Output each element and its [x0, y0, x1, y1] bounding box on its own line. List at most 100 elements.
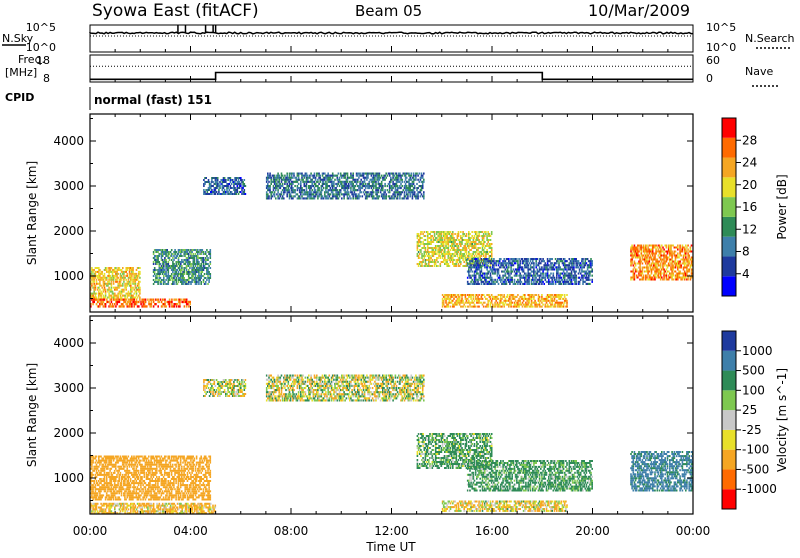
power-cell [459, 296, 461, 298]
power-cell [469, 253, 471, 255]
power-cell [661, 249, 663, 251]
power-cell [319, 181, 321, 183]
power-cell [189, 301, 191, 303]
power-cell [154, 271, 156, 273]
power-cell [197, 265, 199, 267]
power-cell [474, 300, 476, 302]
power-cell [127, 273, 129, 275]
power-cell [459, 259, 461, 261]
power-cell [634, 261, 636, 263]
power-cell [310, 187, 312, 189]
power-cell [347, 173, 349, 175]
power-cell [487, 306, 489, 308]
power-cell [181, 267, 183, 269]
power-cell [284, 191, 286, 193]
power-cell [527, 266, 529, 268]
power-cell [482, 231, 484, 233]
power-cell [491, 231, 493, 233]
power-cell [412, 195, 414, 197]
power-cell [446, 259, 448, 261]
power-cell [519, 302, 521, 304]
power-cell [453, 253, 455, 255]
power-cell [525, 302, 527, 304]
power-cell [230, 185, 232, 187]
power-cell [396, 183, 398, 185]
power-cell [346, 183, 348, 185]
power-cell [101, 273, 103, 275]
power-cell [477, 281, 479, 283]
power-cell [132, 295, 134, 297]
power-cell [205, 253, 207, 255]
power-cell [550, 264, 552, 266]
power-cell [191, 277, 193, 279]
power-cell [108, 301, 110, 303]
power-cell [131, 275, 133, 277]
power-cell [549, 302, 551, 304]
power-cell [169, 257, 171, 259]
power-cell [117, 295, 119, 297]
power-cell [347, 175, 349, 177]
power-cell [168, 255, 170, 257]
power-cell [210, 267, 212, 269]
power-cell [119, 267, 121, 269]
power-cell [210, 253, 212, 255]
power-cell [471, 271, 473, 273]
power-cell [222, 183, 224, 185]
power-cell [101, 271, 103, 273]
power-cell [494, 273, 496, 275]
power-cell [307, 175, 309, 177]
power-cell [456, 296, 458, 298]
power-cell [519, 260, 521, 262]
power-cell [646, 277, 648, 279]
power-cell [116, 281, 118, 283]
power-cell [378, 197, 380, 199]
power-cell [224, 189, 226, 191]
power-cell [445, 300, 447, 302]
power-cell [459, 239, 461, 241]
power-cell [174, 253, 176, 255]
power-cell [111, 299, 113, 301]
power-cell [646, 275, 648, 277]
power-cell [157, 251, 159, 253]
power-cell [443, 261, 445, 263]
power-cell [420, 249, 422, 251]
power-cell [490, 275, 492, 277]
power-cell [341, 183, 343, 185]
power-cell [403, 189, 405, 191]
power-cell [274, 193, 276, 195]
power-cell [317, 179, 319, 181]
power-cell [337, 177, 339, 179]
power-cell [463, 253, 465, 255]
power-cell [637, 253, 639, 255]
power-cell [503, 294, 505, 296]
power-cell [511, 277, 513, 279]
power-cell [547, 266, 549, 268]
power-cell [317, 185, 319, 187]
power-cell [157, 259, 159, 261]
power-cell [486, 264, 488, 266]
power-cell [453, 306, 455, 308]
power-cell [564, 262, 566, 264]
power-cell [448, 245, 450, 247]
power-cell [360, 179, 362, 181]
power-cell [364, 193, 366, 195]
power-cell [481, 279, 483, 281]
power-cell [650, 267, 652, 269]
power-cell [356, 193, 358, 195]
power-cell [401, 185, 403, 187]
power-cell [423, 193, 425, 195]
power-cell [515, 262, 517, 264]
power-cell [427, 249, 429, 251]
power-cell [589, 275, 591, 277]
power-cell [419, 181, 421, 183]
power-cell [207, 275, 209, 277]
power-cell [273, 189, 275, 191]
power-cell [298, 183, 300, 185]
power-cell [589, 279, 591, 281]
power-cell [135, 283, 137, 285]
power-cell [187, 303, 189, 305]
power-cell [466, 249, 468, 251]
power-cell [211, 193, 213, 195]
power-cell [571, 279, 573, 281]
power-cell [104, 287, 106, 289]
